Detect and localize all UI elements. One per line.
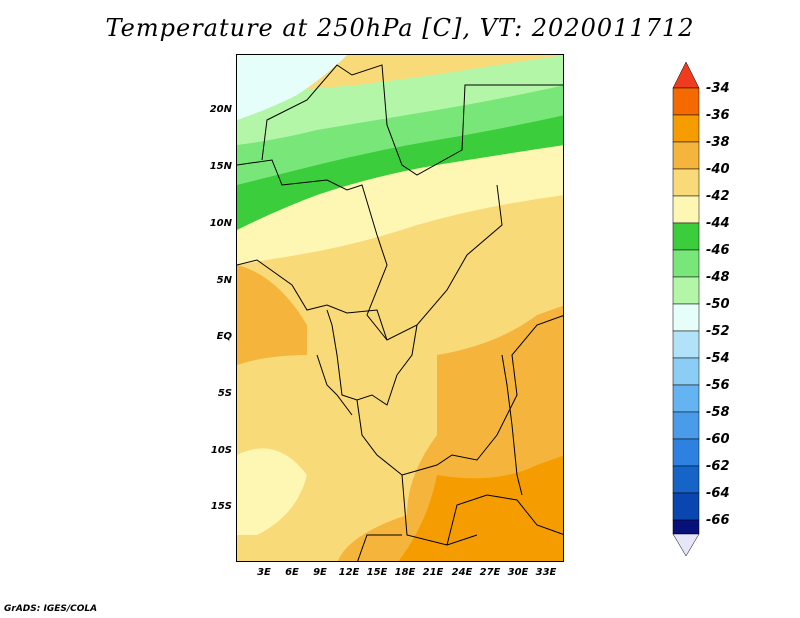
legend-swatch bbox=[672, 465, 700, 494]
legend-label: -56 bbox=[706, 378, 730, 393]
legend-swatch bbox=[672, 87, 700, 116]
legend-swatch bbox=[672, 492, 700, 521]
legend-label: -54 bbox=[706, 351, 730, 366]
footer-credit: GrADS: IGES/COLA bbox=[4, 604, 98, 614]
lon-label-9e: 9E bbox=[313, 567, 327, 578]
lat-label-15n: 15N bbox=[209, 161, 232, 172]
legend-label: -48 bbox=[706, 270, 730, 285]
lon-label-3e: 3E bbox=[257, 567, 271, 578]
band-green-medium bbox=[237, 75, 563, 185]
legend-swatch bbox=[672, 249, 700, 278]
legend-label: -34 bbox=[706, 81, 730, 96]
band-pale-yellow bbox=[237, 135, 563, 265]
legend-label: -42 bbox=[706, 189, 730, 204]
lat-label-15s: 15S bbox=[210, 501, 232, 512]
lat-label-eq: EQ bbox=[216, 331, 232, 342]
legend-swatch bbox=[672, 357, 700, 386]
lon-label-33e: 33E bbox=[535, 567, 557, 578]
country-borders bbox=[237, 64, 563, 561]
lat-label-10s: 10S bbox=[210, 445, 232, 456]
legend-label: -38 bbox=[706, 135, 730, 150]
legend-label: -50 bbox=[706, 297, 730, 312]
legend-swatch bbox=[672, 519, 700, 535]
lon-label-6e: 6E bbox=[285, 567, 299, 578]
legend-swatch bbox=[672, 168, 700, 197]
lon-label-27e: 27E bbox=[479, 567, 501, 578]
legend-swatch bbox=[672, 222, 700, 251]
lon-label-24e: 24E bbox=[451, 567, 473, 578]
legend-label: -64 bbox=[706, 486, 730, 501]
band-southeast-warmer bbox=[398, 455, 563, 561]
legend-label: -40 bbox=[706, 162, 730, 177]
legend-label: -58 bbox=[706, 405, 730, 420]
legend-swatch bbox=[672, 438, 700, 467]
legend-swatch bbox=[672, 330, 700, 359]
lon-label-21e: 21E bbox=[422, 567, 444, 578]
legend-swatch bbox=[672, 384, 700, 413]
lat-label-20n: 20N bbox=[209, 104, 232, 115]
legend-swatch bbox=[672, 141, 700, 170]
legend-swatch bbox=[672, 276, 700, 305]
legend-label: -46 bbox=[706, 243, 730, 258]
legend-label: -66 bbox=[706, 513, 730, 528]
legend-label: -62 bbox=[706, 459, 730, 474]
temperature-map bbox=[236, 54, 564, 562]
legend-cap-top bbox=[672, 61, 700, 89]
lat-label-5s: 5S bbox=[217, 388, 232, 399]
legend-label: -36 bbox=[706, 108, 730, 123]
band-coastal-warm bbox=[237, 265, 307, 365]
band-pale-cyan bbox=[237, 55, 347, 120]
legend-colorbar bbox=[672, 61, 700, 557]
lon-label-12e: 12E bbox=[338, 567, 360, 578]
legend-swatch bbox=[672, 411, 700, 440]
legend-label: -44 bbox=[706, 216, 730, 231]
map-canvas bbox=[237, 55, 563, 561]
lat-label-10n: 10N bbox=[209, 218, 232, 229]
legend-swatch bbox=[672, 195, 700, 224]
lon-label-18e: 18E bbox=[394, 567, 416, 578]
lon-label-15e: 15E bbox=[366, 567, 388, 578]
legend-swatch bbox=[672, 303, 700, 332]
legend-cap-bottom bbox=[672, 533, 700, 557]
legend-label: -52 bbox=[706, 324, 730, 339]
color-legend: -34 -36 -38 -40 -42 -44 -46 -48 -50 -52 … bbox=[672, 60, 792, 560]
lon-label-30e: 30E bbox=[507, 567, 529, 578]
lat-label-5n: 5N bbox=[216, 275, 232, 286]
band-green-light bbox=[237, 55, 563, 145]
legend-swatch bbox=[672, 114, 700, 143]
legend-label: -60 bbox=[706, 432, 730, 447]
chart-title: Temperature at 250hPa [C], VT: 202001171… bbox=[105, 14, 695, 42]
band-southwest-cool bbox=[237, 448, 307, 535]
